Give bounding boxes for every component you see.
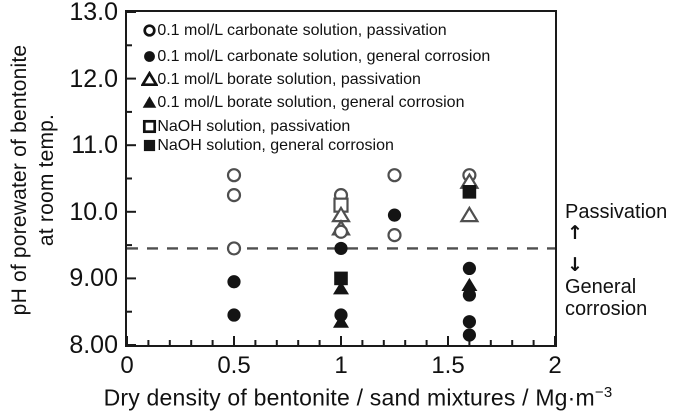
data-point-circle-open — [387, 228, 402, 243]
data-point-circle-filled — [227, 308, 241, 322]
legend-row: :NaOH solution, passivation — [141, 118, 350, 136]
triangle-open-glyph — [141, 71, 158, 87]
y-axis-title-line2: at room temp. — [35, 113, 58, 247]
square-open-glyph — [142, 119, 157, 134]
data-point-circle-open — [387, 168, 402, 183]
y-tick-label: 11.0 — [71, 131, 118, 160]
legend: :0.1 mol/L carbonate solution, passivati… — [141, 12, 551, 162]
data-point-circle-filled — [462, 328, 476, 342]
legend-label: 0.1 mol/L borate solution, passivation — [157, 71, 421, 88]
square-filled-glyph — [143, 139, 156, 152]
legend-row: :0.1 mol/L borate solution, passivation — [141, 71, 421, 89]
arrow-up-icon: ↑ — [567, 222, 583, 244]
y-tick-label: 9.00 — [69, 264, 118, 293]
legend-row: :0.1 mol/L carbonate solution, general c… — [141, 48, 490, 66]
data-point-circle-open — [226, 168, 242, 183]
triangle-filled-glyph — [142, 96, 157, 108]
x-tick-label: 0.5 — [217, 352, 251, 379]
legend-circle-open-icon — [143, 24, 156, 37]
legend-label: 0.1 mol/L carbonate solution, general co… — [157, 48, 491, 65]
data-point-square-filled — [334, 271, 348, 286]
data-point-circle-filled — [462, 261, 476, 276]
x-tick-label: 0 — [120, 352, 134, 379]
data-point-circle-open — [333, 224, 349, 239]
legend-label: 0.1 mol/L carbonate solution, passivatio… — [157, 22, 447, 39]
legend-label: NaOH solution, passivation — [157, 118, 351, 135]
x-tick-label: 1 — [334, 352, 348, 379]
x-tick-label: 1.5 — [431, 352, 465, 379]
y-tick-label: 13.0 — [69, 0, 118, 26]
legend-triangle-filled-icon — [142, 96, 157, 108]
data-point-circle-filled — [227, 275, 241, 289]
data-point-triangle-open — [459, 205, 480, 223]
x-axis-title: Dry density of bentonite / sand mixtures… — [40, 384, 676, 412]
legend-square-filled-icon — [143, 139, 156, 152]
data-point-circle-open — [226, 188, 242, 203]
legend-square-open-icon — [142, 119, 157, 134]
data-point-circle-filled — [462, 315, 476, 329]
plot-area: :0.1 mol/L carbonate solution, passivati… — [125, 10, 557, 347]
legend-circle-filled-icon — [144, 51, 155, 62]
y-axis-title: pH of porewater of bentonite at room tem… — [6, 10, 60, 350]
y-tick-label: 8.00 — [69, 331, 118, 359]
plot-canvas — [127, 12, 555, 345]
data-point-circle-filled — [462, 288, 476, 302]
legend-label: NaOH solution, general corrosion — [157, 137, 394, 154]
y-tick-label: 12.0 — [69, 64, 118, 93]
data-point-triangle-filled — [333, 281, 349, 295]
circle-filled-glyph — [144, 51, 155, 62]
data-point-circle-filled — [334, 308, 348, 322]
x-tick-label: 2 — [548, 352, 562, 379]
passivation-label: Passivation — [565, 201, 668, 223]
circle-open-glyph — [143, 24, 156, 37]
data-point-circle-open — [226, 241, 242, 256]
legend-label: 0.1 mol/L borate solution, general corro… — [157, 94, 465, 111]
data-point-square-filled — [462, 185, 477, 199]
legend-triangle-open-icon — [141, 71, 158, 87]
legend-row: :0.1 mol/L carbonate solution, passivati… — [141, 22, 447, 40]
data-point-circle-filled — [334, 241, 348, 256]
arrow-down-icon: ↓ — [567, 254, 583, 276]
general-corrosion-label: General corrosion — [565, 276, 648, 320]
y-axis-title-line1: pH of porewater of bentonite — [8, 44, 31, 316]
data-point-circle-filled — [387, 208, 402, 222]
x-axis-title-exponent: −3 — [594, 384, 613, 401]
y-tick-label: 10.0 — [69, 197, 118, 226]
legend-row: :NaOH solution, general corrosion — [141, 137, 394, 155]
data-point-triangle-filled — [461, 277, 478, 292]
legend-row: :0.1 mol/L borate solution, general corr… — [141, 94, 464, 112]
x-axis-title-text: Dry density of bentonite / sand mixtures… — [103, 384, 595, 411]
